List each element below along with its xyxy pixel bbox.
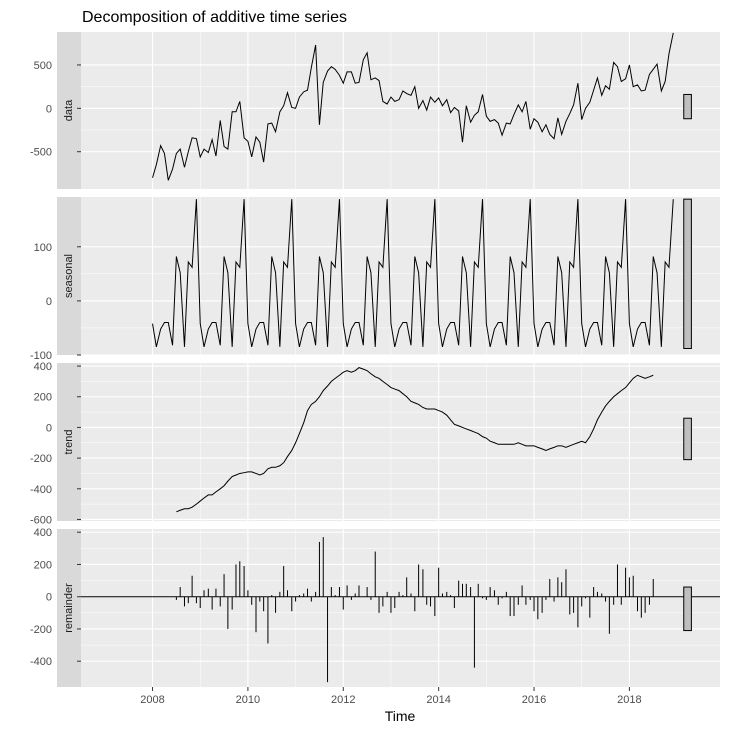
strip-remainder — [57, 529, 81, 687]
x-axis-title: Time — [385, 708, 416, 724]
strip-label-trend: trend — [63, 429, 75, 454]
x-tick-label: 2018 — [617, 694, 641, 706]
x-tick-label: 2010 — [236, 694, 260, 706]
y-tick-label-remainder: 200 — [34, 559, 52, 571]
series-line-data — [152, 32, 674, 181]
panel-trend: trend -600 -400 -200 0 200 400 — [30, 361, 720, 526]
range-bar-trend — [683, 417, 692, 461]
y-tick-label-trend: 400 — [34, 361, 52, 373]
strip-label-data: data — [63, 99, 75, 121]
y-tick-label-remainder: -200 — [30, 624, 52, 636]
y-tick-label-remainder: -400 — [30, 656, 52, 668]
y-tick-label-remainder: 400 — [34, 527, 52, 539]
strip-seasonal — [57, 197, 81, 355]
strip-trend — [57, 363, 81, 521]
y-tick-label-trend: -600 — [30, 514, 52, 526]
plot-area-trend — [81, 363, 720, 521]
panels-layer: data -500 0 500 seasonal -100 0 100 trend -600 -40… — [30, 32, 720, 687]
x-tick-label: 2012 — [331, 694, 355, 706]
range-bar-remainder — [683, 586, 692, 632]
y-tick-label-data: -500 — [30, 147, 52, 159]
strip-label-seasonal: seasonal — [63, 254, 75, 298]
chart-title: Decomposition of additive time series — [82, 9, 347, 26]
panel-seasonal: seasonal -100 0 100 — [30, 197, 720, 362]
strip-data — [57, 32, 81, 189]
y-tick-label-remainder: 0 — [46, 592, 52, 604]
y-tick-label-trend: 200 — [34, 392, 52, 404]
y-tick-label-trend: -400 — [30, 484, 52, 496]
plot-area-seasonal — [81, 197, 720, 355]
plot-area-data — [81, 32, 720, 189]
panel-bg-remainder — [81, 529, 720, 687]
y-tick-label-seasonal: 0 — [46, 296, 52, 308]
series-line-seasonal — [152, 199, 674, 347]
panel-bg-data — [81, 32, 720, 189]
plot-area-remainder — [81, 529, 720, 687]
y-tick-label-seasonal: 100 — [34, 242, 52, 254]
x-tick-label: 2016 — [522, 694, 546, 706]
series-line-trend — [176, 367, 654, 513]
y-tick-label-trend: 0 — [46, 422, 52, 434]
y-tick-label-data: 0 — [46, 103, 52, 115]
panel-remainder: remainder -400 -200 0 200 400 — [30, 527, 720, 687]
strip-label-remainder: remainder — [63, 583, 75, 633]
range-bar-data — [683, 93, 692, 120]
x-axis: 2008 2010 2012 2014 2016 2018 — [140, 687, 642, 706]
panel-bg-trend — [81, 363, 720, 521]
y-tick-label-data: 500 — [34, 60, 52, 72]
range-bar-seasonal — [683, 198, 692, 350]
x-tick-label: 2014 — [426, 694, 450, 706]
y-tick-label-seasonal: -100 — [30, 350, 52, 362]
panel-data: data -500 0 500 — [30, 32, 720, 189]
y-tick-label-trend: -200 — [30, 453, 52, 465]
x-tick-label: 2008 — [140, 694, 164, 706]
